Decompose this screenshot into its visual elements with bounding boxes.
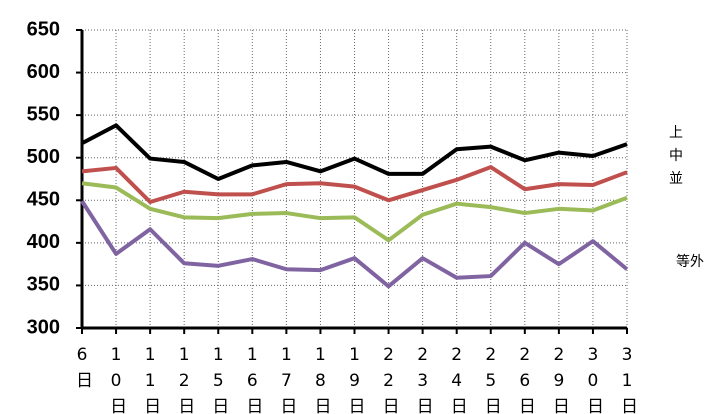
legend-label: 上: [669, 125, 683, 141]
y-tick-label: 300: [27, 316, 60, 338]
series-line: [80, 200, 629, 289]
legend-label: 等外: [676, 253, 704, 270]
x-tick-label: 6日: [72, 345, 92, 394]
x-tick-label: 12日: [174, 345, 194, 414]
y-tick-label: 500: [27, 146, 60, 168]
y-tick-label: 550: [27, 103, 60, 125]
x-tick-label: 31日: [617, 345, 637, 414]
x-tick-label: 11日: [140, 345, 160, 414]
x-tick-label: 17日: [276, 345, 296, 414]
x-tick-label: 22日: [379, 345, 399, 414]
x-tick-label: 29日: [549, 345, 569, 414]
legend-label: 中: [669, 148, 683, 164]
y-tick-label: 350: [27, 274, 60, 296]
series-line: [81, 181, 628, 243]
x-tick-label: 30日: [583, 345, 603, 414]
x-tick-label: 23日: [413, 345, 433, 414]
x-tick-label: 10日: [106, 345, 126, 414]
y-tick-label: 400: [27, 231, 60, 253]
x-tick-label: 19日: [345, 345, 365, 414]
y-tick-label: 650: [27, 18, 60, 40]
x-tick-label: 25日: [481, 345, 501, 414]
x-tick-label: 16日: [242, 345, 262, 414]
x-tick-label: 15日: [208, 345, 228, 414]
y-tick-label: 450: [27, 189, 60, 211]
series-line: [81, 123, 628, 181]
x-tick-label: 26日: [515, 345, 535, 414]
series-line: [81, 165, 628, 204]
legend-label: 並: [669, 171, 683, 187]
y-tick-label: 600: [27, 61, 60, 83]
x-tick-label: 24日: [447, 345, 467, 414]
x-tick-label: 18日: [310, 345, 330, 414]
